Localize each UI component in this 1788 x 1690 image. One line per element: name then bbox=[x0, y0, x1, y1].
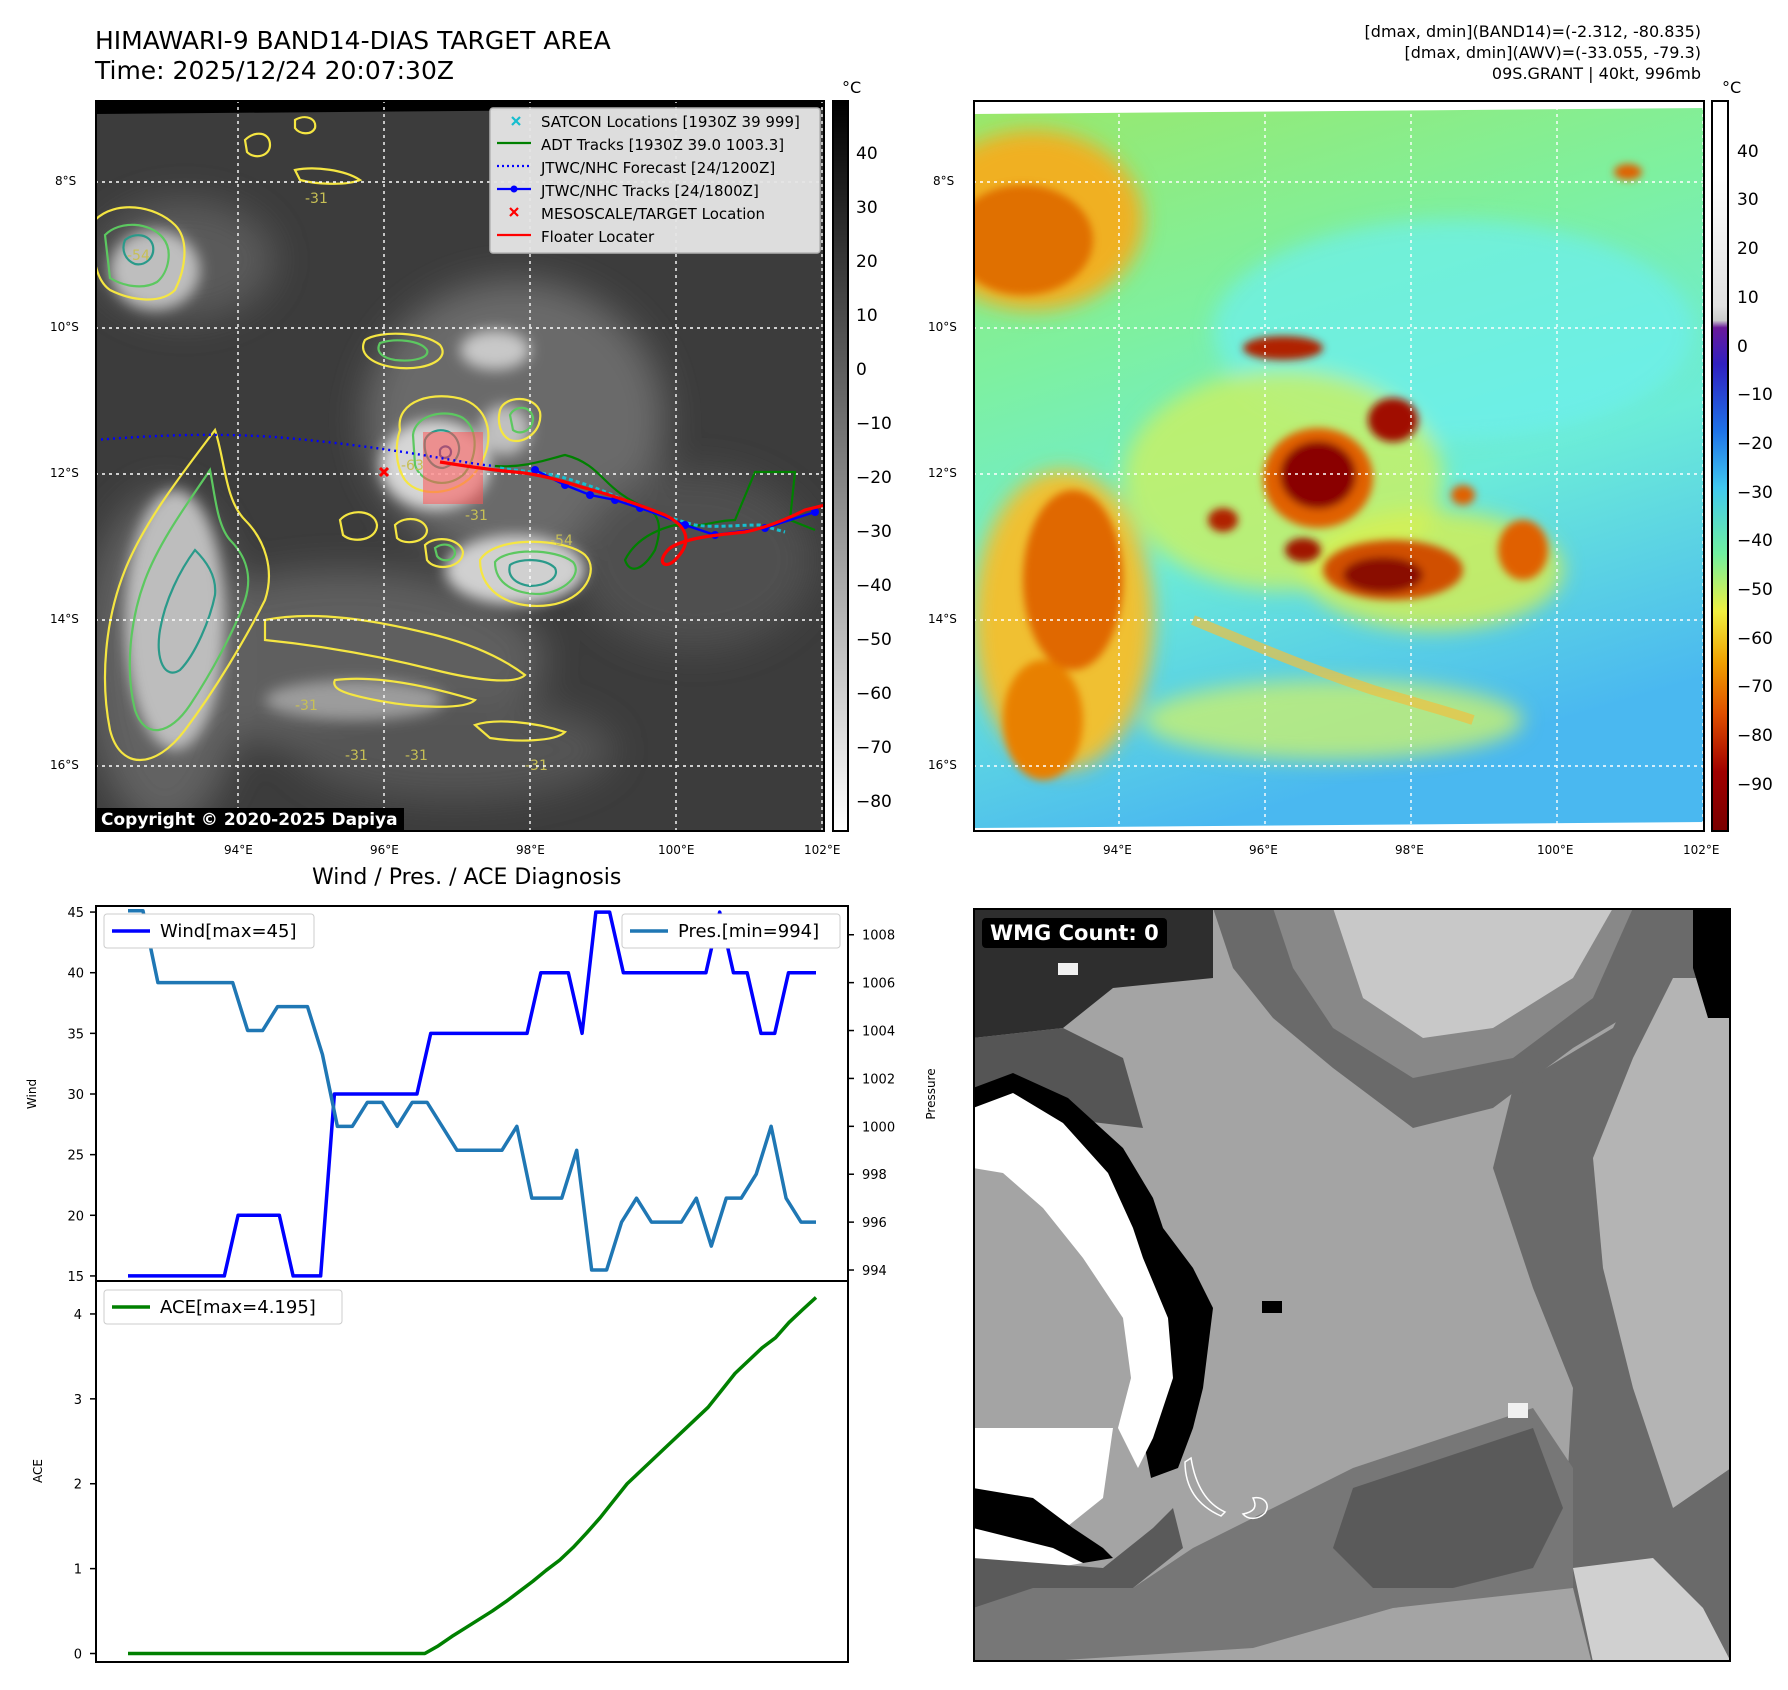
figure-time: Time: 2025/12/24 20:07:30Z bbox=[95, 56, 454, 85]
lon-label: 94°E bbox=[1103, 843, 1132, 857]
legend-label: Floater Locater bbox=[541, 228, 655, 246]
y-tick-label: 35 bbox=[67, 1027, 84, 1042]
lon-label: 96°E bbox=[1249, 843, 1278, 857]
lon-label: 94°E bbox=[224, 843, 253, 857]
y-tick-label: 45 bbox=[67, 906, 84, 921]
diagnosis-title: Wind / Pres. / ACE Diagnosis bbox=[312, 865, 622, 890]
y-axis-label: Wind bbox=[25, 1079, 39, 1109]
contour-label: -31 bbox=[305, 191, 328, 207]
contour-label: -31 bbox=[295, 698, 318, 714]
lon-label: 102°E bbox=[804, 843, 841, 857]
legend-box bbox=[621, 913, 841, 949]
lat-label: 16°S bbox=[50, 758, 79, 772]
legend-box bbox=[103, 913, 315, 949]
lat-label: 14°S bbox=[50, 612, 79, 626]
copyright-badge: Copyright © 2020-2025 Dapiya bbox=[95, 808, 404, 832]
contour-label: -63 bbox=[401, 458, 424, 474]
ace-chart: 0 1 2 3 4 ACE ACE[max=4.195] bbox=[31, 1280, 849, 1663]
figure-title: HIMAWARI-9 BAND14-DIAS TARGET AREA bbox=[95, 26, 611, 55]
y-tick-label: 4 bbox=[74, 1308, 82, 1323]
series-line-wind bbox=[128, 910, 816, 1278]
lon-label: 98°E bbox=[1395, 843, 1424, 857]
lon-label: 96°E bbox=[370, 843, 399, 857]
legend-wind: Wind[max=45] bbox=[103, 913, 315, 949]
y-tick-label: 20 bbox=[67, 1209, 84, 1224]
ir-satellite-map: -31 -54 -63 -31 -54 -31 -31 -31 -31 bbox=[95, 100, 825, 832]
y2-tick-label: 996 bbox=[862, 1216, 887, 1231]
wmg-map bbox=[973, 908, 1731, 1662]
lon-label: 100°E bbox=[1537, 843, 1574, 857]
legend-label: JTWC/NHC Tracks [24/1800Z] bbox=[540, 182, 759, 200]
lat-label: 12°S bbox=[928, 466, 957, 480]
y2-tick-label: 1008 bbox=[862, 929, 895, 944]
lon-label: 98°E bbox=[516, 843, 545, 857]
lat-label: 10°S bbox=[928, 320, 957, 334]
legend-label: JTWC/NHC Forecast [24/1200Z] bbox=[540, 159, 775, 177]
legend-label: SATCON Locations [1930Z 39 999] bbox=[541, 113, 800, 131]
y2-tick-label: 994 bbox=[862, 1264, 887, 1279]
contour-label: -31 bbox=[405, 748, 428, 764]
lon-label: 100°E bbox=[658, 843, 695, 857]
series-line-ace bbox=[128, 1296, 818, 1656]
y-tick-label: 25 bbox=[67, 1149, 84, 1164]
legend-ace: ACE[max=4.195] bbox=[103, 1289, 343, 1325]
y2-tick-label: 1006 bbox=[862, 977, 895, 992]
legend-label: Wind[max=45] bbox=[160, 921, 297, 942]
y-axis-label: ACE bbox=[31, 1459, 45, 1483]
y-tick-label: 40 bbox=[67, 967, 84, 982]
awv-satellite-map bbox=[973, 100, 1705, 832]
info-storm-summary: 09S.GRANT | 40kt, 996mb bbox=[1491, 64, 1701, 83]
legend-pressure: Pres.[min=994] bbox=[621, 913, 841, 949]
info-band14-range: [dmax, dmin](BAND14)=(-2.312, -80.835) bbox=[1364, 22, 1701, 41]
y2-tick-label: 998 bbox=[862, 1168, 887, 1183]
legend-target-marker bbox=[509, 207, 519, 217]
legend-label: Pres.[min=994] bbox=[678, 921, 819, 942]
y-tick-label: 1 bbox=[74, 1563, 82, 1578]
legend-satcon-marker bbox=[511, 116, 521, 126]
wind-pressure-chart: 15 20 25 30 35 40 45 994 996 998 1000 1002 1004 1006 1… bbox=[25, 905, 938, 1285]
lon-label: 102°E bbox=[1683, 843, 1720, 857]
lat-label: 14°S bbox=[928, 612, 957, 626]
ir-colorbar bbox=[832, 100, 849, 832]
legend-label: MESOSCALE/TARGET Location bbox=[541, 205, 765, 223]
contour-label: -54 bbox=[550, 533, 573, 549]
y-tick-label: 3 bbox=[74, 1393, 82, 1408]
lat-label: 10°S bbox=[50, 320, 79, 334]
plot-area bbox=[95, 905, 849, 1283]
lat-label: 12°S bbox=[50, 466, 79, 480]
awv-colorbar bbox=[1711, 100, 1729, 832]
legend-label: ADT Tracks [1930Z 39.0 1003.3] bbox=[541, 136, 784, 154]
series-line-pressure bbox=[128, 909, 816, 1272]
contour-label: -31 bbox=[345, 748, 368, 764]
plot-area bbox=[95, 1280, 849, 1663]
y-tick-label: 15 bbox=[67, 1270, 84, 1285]
contour-label: -54 bbox=[127, 248, 150, 264]
y2-tick-label: 1002 bbox=[862, 1072, 895, 1087]
y2-axis-label: Pressure bbox=[924, 1068, 938, 1119]
contour-label: -31 bbox=[465, 508, 488, 524]
y-tick-label: 2 bbox=[74, 1478, 82, 1493]
y-tick-label: 0 bbox=[74, 1648, 82, 1663]
info-awv-range: [dmax, dmin](AWV)=(-33.055, -79.3) bbox=[1404, 43, 1701, 62]
wmg-count-badge: WMG Count: 0 bbox=[982, 918, 1167, 948]
map-legend: SATCON Locations [1930Z 39 999] ADT Trac… bbox=[489, 107, 821, 254]
legend-label: ACE[max=4.195] bbox=[160, 1297, 316, 1318]
awv-colorbar-unit: °C bbox=[1722, 78, 1742, 97]
lat-label: 16°S bbox=[928, 758, 957, 772]
lat-label: 8°S bbox=[55, 174, 77, 188]
legend-box bbox=[103, 1289, 343, 1325]
y2-tick-label: 1000 bbox=[862, 1120, 895, 1135]
y2-tick-label: 1004 bbox=[862, 1025, 895, 1040]
y-tick-label: 30 bbox=[67, 1088, 84, 1103]
ir-colorbar-unit: °C bbox=[842, 78, 862, 97]
lat-label: 8°S bbox=[933, 174, 955, 188]
